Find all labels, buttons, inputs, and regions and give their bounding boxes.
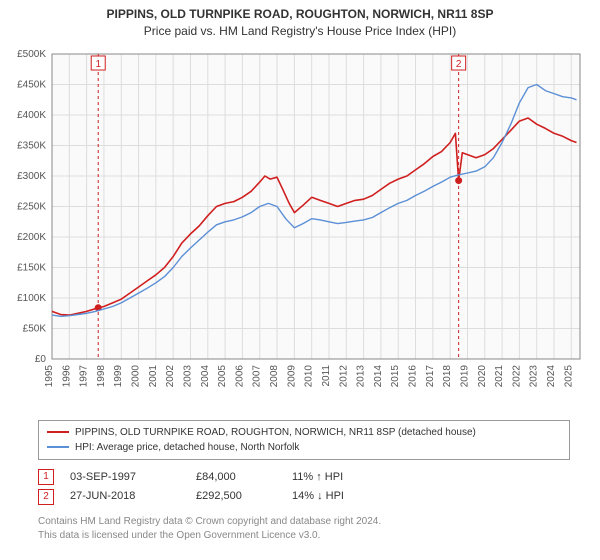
svg-text:2000: 2000 — [131, 364, 142, 387]
svg-text:£100K: £100K — [17, 293, 46, 304]
svg-text:2017: 2017 — [425, 364, 436, 387]
svg-text:2015: 2015 — [390, 364, 401, 387]
sale-row: 1 03-SEP-1997 £84,000 11% ↑ HPI — [38, 468, 570, 488]
svg-text:2024: 2024 — [546, 364, 557, 387]
svg-text:2013: 2013 — [356, 364, 367, 387]
legend-swatch — [47, 446, 69, 448]
plot-area: £0 £50K £100K £150K £200K £250K £300K £350K £400… — [0, 44, 600, 414]
svg-text:2023: 2023 — [529, 364, 540, 387]
footer-licence: This data is licensed under the Open Gov… — [38, 529, 570, 543]
svg-text:£500K: £500K — [17, 49, 46, 60]
footer-copyright: Contains HM Land Registry data © Crown c… — [38, 515, 570, 529]
svg-text:1: 1 — [95, 59, 101, 70]
sale-price: £292,500 — [196, 487, 276, 507]
svg-text:2012: 2012 — [338, 364, 349, 387]
sale-price: £84,000 — [196, 468, 276, 488]
svg-text:1997: 1997 — [79, 364, 90, 387]
svg-text:2004: 2004 — [200, 364, 211, 387]
svg-text:£250K: £250K — [17, 201, 46, 212]
sale-marker-icon: 2 — [38, 489, 54, 505]
footer: Contains HM Land Registry data © Crown c… — [38, 515, 570, 543]
svg-text:2005: 2005 — [217, 364, 228, 387]
svg-text:£150K: £150K — [17, 262, 46, 273]
chart-title-sub: Price paid vs. HM Land Registry's House … — [0, 23, 600, 40]
svg-text:£450K: £450K — [17, 79, 46, 90]
legend-swatch — [47, 431, 69, 433]
svg-text:2003: 2003 — [182, 364, 193, 387]
svg-text:2: 2 — [456, 59, 462, 70]
sale-hpi-diff: 14% ↓ HPI — [292, 487, 382, 507]
svg-text:2019: 2019 — [459, 364, 470, 387]
svg-text:2001: 2001 — [148, 364, 159, 387]
svg-text:£0: £0 — [35, 354, 47, 365]
svg-text:2021: 2021 — [494, 364, 505, 387]
chart-container: PIPPINS, OLD TURNPIKE ROAD, ROUGHTON, NO… — [0, 0, 600, 543]
svg-text:2011: 2011 — [321, 364, 332, 386]
svg-text:£350K: £350K — [17, 140, 46, 151]
svg-text:2020: 2020 — [477, 364, 488, 387]
svg-text:2007: 2007 — [252, 364, 263, 387]
legend-item: HPI: Average price, detached house, Nort… — [47, 440, 561, 455]
svg-text:2010: 2010 — [304, 364, 315, 387]
svg-text:1996: 1996 — [61, 364, 72, 387]
svg-text:2008: 2008 — [269, 364, 280, 387]
svg-text:1995: 1995 — [44, 364, 55, 387]
sales-table: 1 03-SEP-1997 £84,000 11% ↑ HPI 2 27-JUN… — [38, 468, 570, 508]
svg-text:£300K: £300K — [17, 171, 46, 182]
sale-row: 2 27-JUN-2018 £292,500 14% ↓ HPI — [38, 487, 570, 507]
svg-text:2006: 2006 — [234, 364, 245, 387]
title-block: PIPPINS, OLD TURNPIKE ROAD, ROUGHTON, NO… — [0, 0, 600, 44]
legend: PIPPINS, OLD TURNPIKE ROAD, ROUGHTON, NO… — [38, 420, 570, 460]
sale-marker-icon: 1 — [38, 469, 54, 485]
legend-label: PIPPINS, OLD TURNPIKE ROAD, ROUGHTON, NO… — [75, 425, 476, 440]
svg-text:2009: 2009 — [286, 364, 297, 387]
svg-text:1999: 1999 — [113, 364, 124, 387]
svg-text:2002: 2002 — [165, 364, 176, 387]
sale-date: 03-SEP-1997 — [70, 468, 180, 488]
chart-title-address: PIPPINS, OLD TURNPIKE ROAD, ROUGHTON, NO… — [0, 6, 600, 23]
svg-text:2022: 2022 — [511, 364, 522, 387]
svg-text:£400K: £400K — [17, 110, 46, 121]
svg-text:£200K: £200K — [17, 232, 46, 243]
svg-text:1998: 1998 — [96, 364, 107, 387]
svg-text:2018: 2018 — [442, 364, 453, 387]
svg-text:2025: 2025 — [563, 364, 574, 387]
svg-text:2016: 2016 — [408, 364, 419, 387]
svg-text:2014: 2014 — [373, 364, 384, 387]
legend-item: PIPPINS, OLD TURNPIKE ROAD, ROUGHTON, NO… — [47, 425, 561, 440]
line-chart-svg: £0 £50K £100K £150K £200K £250K £300K £350K £400… — [0, 44, 600, 414]
legend-label: HPI: Average price, detached house, Nort… — [75, 440, 299, 455]
sale-date: 27-JUN-2018 — [70, 487, 180, 507]
sale-hpi-diff: 11% ↑ HPI — [292, 468, 382, 488]
svg-text:£50K: £50K — [23, 323, 47, 334]
